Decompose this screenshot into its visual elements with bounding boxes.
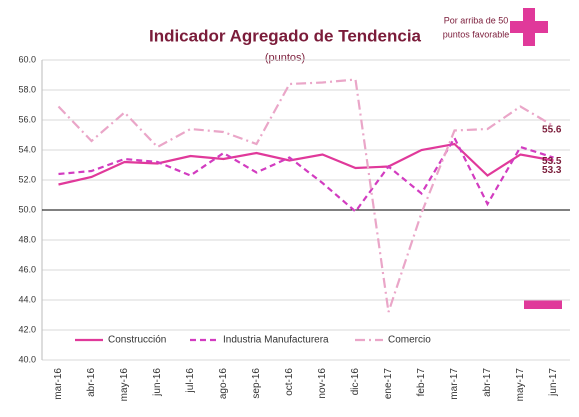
x-tick-label: may-17 [515,368,526,402]
x-tick-label: abr-17 [482,368,493,397]
legend-label: Industria Manufacturera [223,335,329,346]
x-tick-label: ago-16 [218,368,229,400]
x-tick-label: oct-16 [284,368,295,396]
x-tick-label: feb-17 [416,368,427,397]
x-tick-label: sep-16 [251,368,262,399]
y-tick-label: 60.0 [18,54,36,64]
x-tick-label: abr-16 [86,368,97,397]
y-tick-label: 52.0 [18,174,36,184]
y-tick-label: 50.0 [18,204,36,214]
y-tick-label: 42.0 [18,324,36,334]
legend-label: Comercio [388,335,431,346]
x-tick-label: jun-17 [548,368,559,397]
y-tick-label: 40.0 [18,354,36,364]
y-tick-label: 56.0 [18,114,36,124]
x-tick-label: jul-16 [185,368,196,394]
series-line [57,78,555,313]
x-tick-label: may-16 [119,368,130,402]
y-tick-label: 58.0 [18,84,36,94]
annotation: puntos favorable [443,29,510,39]
y-tick-label: 48.0 [18,234,36,244]
minus-icon [524,300,562,309]
y-tick-label: 44.0 [18,294,36,304]
y-tick-label: 54.0 [18,144,36,154]
series-line [58,135,554,214]
x-tick-label: nov-16 [317,368,328,399]
x-tick-label: mar-17 [449,368,460,400]
data-label: 53.3 [542,165,562,176]
data-label: 53.5 [542,156,562,167]
chart-subtitle: (puntos) [265,52,305,64]
x-tick-label: ene-17 [383,368,394,400]
chart-title: Indicador Agregado de Tendencia [149,26,422,45]
plus-icon [510,8,548,46]
y-tick-label: 46.0 [18,264,36,274]
series-line [58,142,554,186]
x-tick-label: dic-16 [350,368,361,396]
x-tick-label: jun-16 [152,368,163,397]
legend-label: Construcción [108,335,166,346]
data-label: 55.6 [542,125,562,136]
annotation: Por arriba de 50 [444,15,509,25]
x-tick-label: mar-16 [53,368,64,400]
